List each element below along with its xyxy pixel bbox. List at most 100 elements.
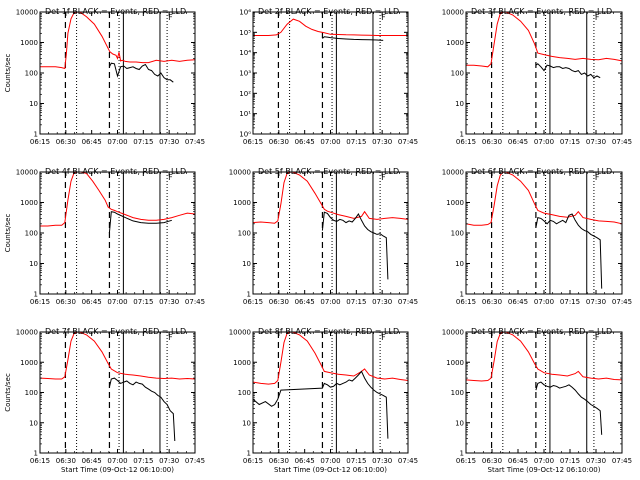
panel-title: Det 6f BLACK = Events, RED = LLD <box>471 167 612 176</box>
plot-frame <box>39 171 196 295</box>
xtick-label: 06:45 <box>295 298 315 306</box>
xtick-label: 06:30 <box>482 138 502 146</box>
xtick-label: 06:15 <box>456 457 476 465</box>
xtick-label: 07:45 <box>612 138 632 146</box>
ytick-label: 10000 <box>442 169 464 177</box>
xtick-label: 07:15 <box>560 138 580 146</box>
xtick-label: 07:45 <box>398 138 418 146</box>
panel-title: Det 8f BLACK = Events, RED = LLD <box>258 327 399 336</box>
panel-9: 1 10 100 1000 10000 06:15 06:30 06:45 07:00 07:15… <box>442 327 632 474</box>
xtick-label: 06:15 <box>243 298 263 306</box>
panel-6: 1 10 100 1000 10000 06:15 06:30 06:45 07:00 07:15… <box>442 167 632 306</box>
xtick-label: 07:45 <box>398 457 418 465</box>
ytick-label: 10² <box>239 90 251 98</box>
series-events <box>108 62 174 83</box>
panel-1: 1 10 100 1000 10000 06:15 06:30 06:45 07:00 07:15… <box>4 7 205 146</box>
xtick-label: 07:00 <box>534 298 554 306</box>
series-lld <box>40 11 196 70</box>
ytick-label: 10 <box>29 100 38 108</box>
ytick-label: 10000 <box>229 329 251 337</box>
y-axis-label: Counts/sec <box>4 214 12 253</box>
flag-label: F <box>595 13 600 22</box>
ytick-label: 10 <box>455 419 464 427</box>
xtick-label: 07:45 <box>185 457 205 465</box>
series-events <box>322 36 384 41</box>
xtick-label: 07:45 <box>398 298 418 306</box>
xtick-label: 06:45 <box>508 138 528 146</box>
xtick-label: 06:45 <box>82 457 102 465</box>
ytick-label: 1 <box>247 291 251 299</box>
xtick-label: 07:45 <box>185 298 205 306</box>
plot-frame <box>252 11 409 135</box>
ytick-label: 10 <box>29 419 38 427</box>
ytick-label: 1000 <box>20 39 38 47</box>
ytick-label: 1 <box>460 450 464 458</box>
ytick-label: 10 <box>455 260 464 268</box>
panel-title: Det 4f BLACK = Events, RED = LLD <box>45 167 186 176</box>
xtick-label: 07:30 <box>159 457 179 465</box>
xtick-label: 07:15 <box>346 138 366 146</box>
xtick-label: 07:00 <box>534 138 554 146</box>
xtick-label: 07:30 <box>159 298 179 306</box>
ytick-label: 10¹ <box>239 110 251 118</box>
plot-frame <box>465 171 623 295</box>
ytick-label: 1 <box>34 450 38 458</box>
ytick-label: 10000 <box>16 169 38 177</box>
xtick-label: 07:15 <box>133 298 153 306</box>
ytick-label: 1 <box>247 450 251 458</box>
series-events <box>108 377 176 442</box>
panel-title: Det 7f BLACK = Events, RED = LLD <box>45 327 186 336</box>
series-lld <box>39 331 196 380</box>
xtick-label: 07:00 <box>107 138 127 146</box>
xtick-label: 07:30 <box>372 298 392 306</box>
xtick-label: 07:00 <box>320 138 340 146</box>
xtick-label: 06:15 <box>30 138 50 146</box>
plot-frame <box>465 11 623 135</box>
xtick-label: 06:30 <box>482 457 502 465</box>
ytick-label: 100 <box>451 230 464 238</box>
series-lld <box>253 18 408 36</box>
xtick-label: 07:30 <box>586 457 606 465</box>
ytick-label: 10000 <box>229 169 251 177</box>
xtick-label: 06:45 <box>508 298 528 306</box>
ytick-label: 1 <box>460 291 464 299</box>
ytick-label: 10000 <box>442 9 464 17</box>
xtick-label: 06:45 <box>295 138 315 146</box>
xtick-label: 07:15 <box>346 457 366 465</box>
xtick-label: 06:15 <box>456 298 476 306</box>
ytick-label: 100 <box>25 389 38 397</box>
flag-label: F <box>595 173 600 182</box>
xtick-label: 07:00 <box>534 457 554 465</box>
ytick-label: 10⁵ <box>239 29 251 37</box>
flag-label: F <box>381 333 386 342</box>
xtick-label: 07:00 <box>107 457 127 465</box>
x-axis-label: Start Time (09-Oct-12 06:10:00) <box>274 466 387 474</box>
x-axis-label: Start Time (09-Oct-12 06:10:00) <box>488 466 601 474</box>
ytick-label: 10 <box>29 260 38 268</box>
xtick-label: 06:30 <box>56 298 76 306</box>
xtick-label: 06:15 <box>243 138 263 146</box>
xtick-label: 07:15 <box>346 298 366 306</box>
ytick-label: 1000 <box>446 199 464 207</box>
xtick-label: 06:30 <box>269 457 289 465</box>
flag-label: F <box>381 13 386 22</box>
xtick-label: 07:45 <box>612 457 632 465</box>
xtick-label: 06:45 <box>508 457 528 465</box>
panel-7: 1 10 100 1000 10000 06:15 06:30 06:45 07:00 07:15… <box>4 327 205 474</box>
xtick-label: 06:45 <box>82 138 102 146</box>
ytick-label: 1000 <box>446 39 464 47</box>
ytick-label: 10 <box>242 260 251 268</box>
y-axis-label: Counts/sec <box>4 54 12 93</box>
series-events <box>321 211 389 280</box>
ytick-label: 1 <box>460 131 464 139</box>
xtick-label: 06:30 <box>56 138 76 146</box>
ytick-label: 1 <box>34 291 38 299</box>
y-axis-label: Counts/sec <box>4 373 12 412</box>
xtick-label: 06:30 <box>269 298 289 306</box>
panel-2: 10⁰ 10¹ 10² 10³ 10⁴ 10⁵ 10⁶ 06:15 06:30 06:45 07:0… <box>239 7 418 146</box>
ytick-label: 100 <box>451 70 464 78</box>
flag-label: F <box>168 173 173 182</box>
xtick-label: 07:30 <box>586 138 606 146</box>
ytick-label: 100 <box>25 70 38 78</box>
